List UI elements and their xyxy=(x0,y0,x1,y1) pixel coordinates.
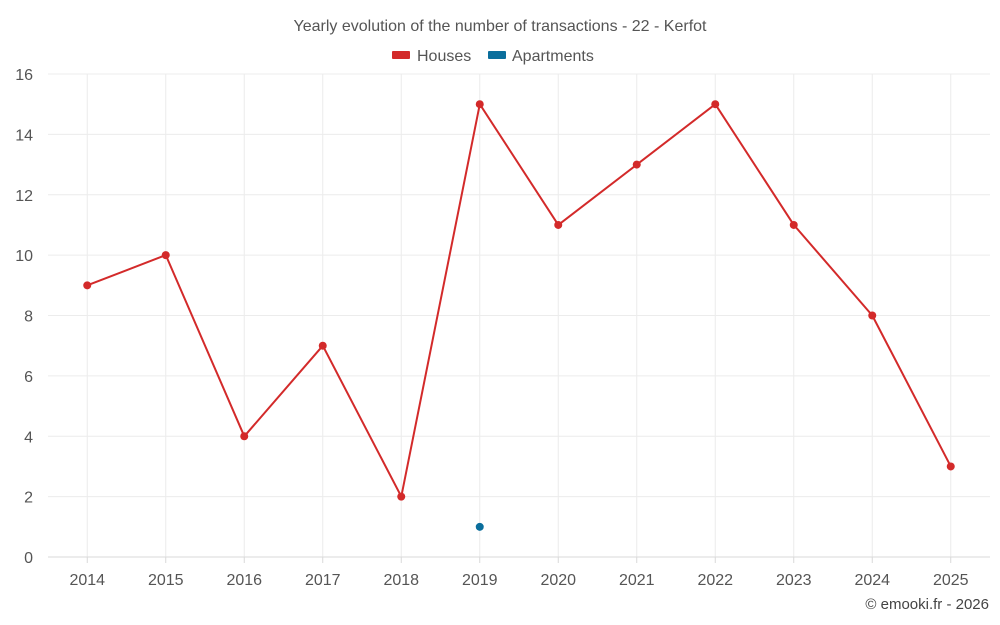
data-point-houses-2020[interactable] xyxy=(554,220,563,229)
data-point-houses-2024[interactable] xyxy=(868,311,877,320)
legend-item-houses[interactable]: Houses xyxy=(392,48,471,65)
y-tick-label: 14 xyxy=(15,127,33,144)
legend-item-apartments[interactable]: Apartments xyxy=(488,48,594,65)
x-tick-label: 2020 xyxy=(540,572,576,589)
series-layer xyxy=(83,100,955,531)
axes: 0 2 4 6 8 10 12 14 16 2014 2015 2016 2017 2018 2019 202… xyxy=(15,67,990,589)
legend-label-houses: Houses xyxy=(417,48,471,65)
y-tick-label: 10 xyxy=(15,248,33,265)
x-tick-label: 2022 xyxy=(697,572,733,589)
data-point-houses-2017[interactable] xyxy=(318,341,327,350)
y-tick-label: 0 xyxy=(24,550,33,567)
data-point-houses-2021[interactable] xyxy=(632,160,641,169)
data-point-houses-2018[interactable] xyxy=(397,492,406,501)
x-tick-label: 2019 xyxy=(462,572,498,589)
credit-text: © emooki.fr - 2026 xyxy=(865,596,989,613)
data-point-houses-2023[interactable] xyxy=(789,220,798,229)
data-point-houses-2015[interactable] xyxy=(161,251,170,260)
chart-title: Yearly evolution of the number of transa… xyxy=(294,18,708,35)
legend: Houses Apartments xyxy=(392,48,594,65)
x-tick-label: 2018 xyxy=(383,572,419,589)
series-houses xyxy=(83,100,955,501)
y-tick-label: 16 xyxy=(15,67,33,84)
y-tick-label: 8 xyxy=(24,309,33,326)
x-tick-label: 2025 xyxy=(933,572,969,589)
x-tick-label: 2015 xyxy=(148,572,184,589)
data-point-houses-2019[interactable] xyxy=(475,100,484,109)
legend-label-apartments: Apartments xyxy=(512,48,594,65)
x-tick-label: 2016 xyxy=(226,572,262,589)
data-point-houses-2014[interactable] xyxy=(83,281,92,290)
data-point-apartments-2019[interactable] xyxy=(475,522,484,531)
data-point-houses-2025[interactable] xyxy=(946,462,955,471)
x-tick-label: 2021 xyxy=(619,572,655,589)
y-tick-label: 6 xyxy=(24,369,33,386)
grid xyxy=(48,73,990,557)
series-line-houses xyxy=(86,103,952,498)
data-point-houses-2016[interactable] xyxy=(240,432,249,441)
series-apartments xyxy=(475,522,484,531)
x-tick-label: 2017 xyxy=(305,572,341,589)
legend-swatch-apartments xyxy=(488,51,506,59)
x-tick-label: 2024 xyxy=(854,572,890,589)
y-tick-label: 2 xyxy=(24,490,33,507)
data-point-houses-2022[interactable] xyxy=(711,100,720,109)
y-tick-label: 12 xyxy=(15,188,33,205)
legend-swatch-houses xyxy=(392,51,410,59)
x-tick-label: 2023 xyxy=(776,572,812,589)
y-tick-label: 4 xyxy=(24,429,33,446)
x-tick-label: 2014 xyxy=(69,572,105,589)
